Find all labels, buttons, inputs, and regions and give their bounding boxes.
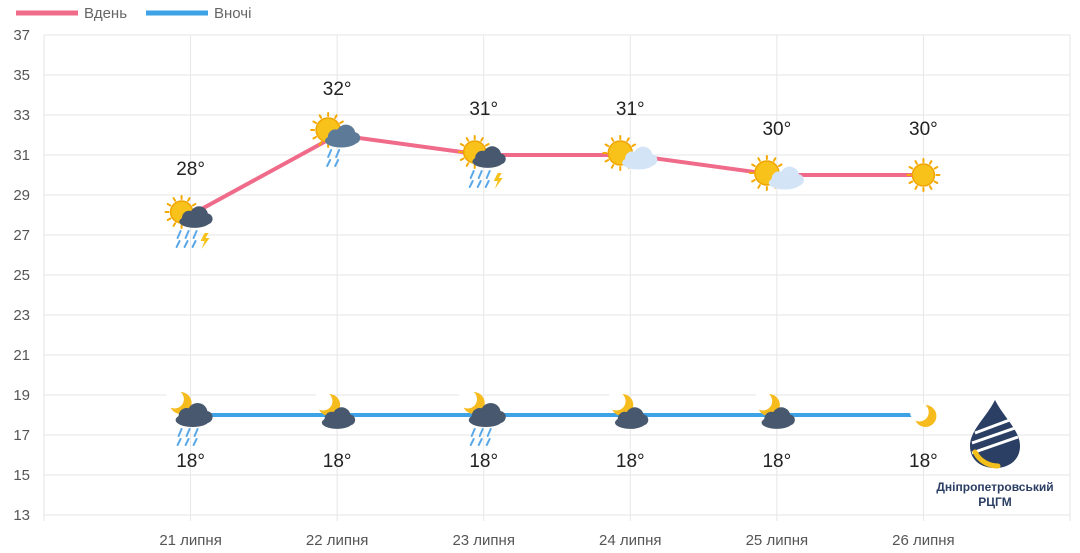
y-tick-label: 17 bbox=[13, 427, 30, 444]
data-label-day: 32° bbox=[323, 79, 352, 100]
y-tick-label: 31 bbox=[13, 147, 30, 164]
data-label-night: 18° bbox=[176, 451, 205, 472]
moon-cloud-rain-icon bbox=[458, 389, 506, 446]
sun-cloud-rain-thunder-icon bbox=[457, 135, 506, 189]
legend-label: Вдень bbox=[84, 5, 127, 22]
y-tick-label: 15 bbox=[13, 467, 30, 484]
y-tick-label: 37 bbox=[13, 27, 30, 44]
data-label-night: 18° bbox=[616, 451, 645, 472]
y-tick-label: 21 bbox=[13, 347, 30, 364]
data-label-night: 18° bbox=[762, 451, 791, 472]
y-tick-label: 35 bbox=[13, 67, 30, 84]
y-tick-label: 13 bbox=[13, 507, 30, 524]
series-layer: 28° 32° 31° 31° 30° 30° 18° 18° 18° 18° 18° 18° bbox=[164, 79, 941, 472]
sun-cloud-rain-icon bbox=[310, 112, 361, 167]
y-tick-label: 23 bbox=[13, 307, 30, 324]
x-tick-label: 24 липня bbox=[599, 532, 662, 549]
sun-icon bbox=[906, 158, 941, 192]
legend-item-day[interactable]: Вдень bbox=[16, 5, 127, 22]
x-tick-label: 21 липня bbox=[159, 532, 222, 549]
data-label-day: 31° bbox=[616, 99, 645, 120]
moon-cloud-icon bbox=[313, 391, 356, 429]
data-label-day: 30° bbox=[909, 119, 938, 140]
x-tick-label: 23 липня bbox=[452, 532, 515, 549]
legend-item-night[interactable]: Вночі bbox=[146, 5, 251, 22]
grid-lines bbox=[43, 34, 1071, 521]
data-label-day: 28° bbox=[176, 159, 205, 180]
sun-cloud-rain-thunder-icon bbox=[164, 195, 213, 249]
data-label-night: 18° bbox=[469, 451, 498, 472]
moon-icon bbox=[910, 402, 937, 427]
logo: Дніпропетровський РЦГМ bbox=[936, 400, 1054, 509]
data-label-night: 18° bbox=[323, 451, 352, 472]
moon-cloud-rain-icon bbox=[165, 389, 213, 446]
x-axis: 21 липня 22 липня 23 липня 24 липня 25 липня… bbox=[159, 532, 954, 549]
series-line-day bbox=[189, 133, 924, 217]
sun-cloud-icon bbox=[602, 135, 658, 171]
y-tick-label: 29 bbox=[13, 187, 30, 204]
legend-label: Вночі bbox=[214, 5, 251, 22]
data-label-day: 30° bbox=[762, 119, 791, 140]
y-tick-label: 27 bbox=[13, 227, 30, 244]
y-tick-label: 25 bbox=[13, 267, 30, 284]
logo-drop-icon bbox=[970, 400, 1020, 469]
logo-subname: РЦГМ bbox=[978, 495, 1012, 509]
moon-cloud-icon bbox=[753, 391, 795, 429]
logo-name: Дніпропетровський bbox=[936, 480, 1053, 494]
x-tick-label: 26 липня bbox=[892, 532, 955, 549]
moon-cloud-icon bbox=[606, 391, 649, 429]
legend: Вдень Вночі bbox=[16, 5, 251, 22]
sun-cloud-icon bbox=[748, 155, 804, 191]
y-tick-label: 19 bbox=[13, 387, 30, 404]
data-label-night: 18° bbox=[909, 451, 938, 472]
x-tick-label: 22 липня bbox=[306, 532, 369, 549]
y-axis: 13 15 17 19 21 23 25 27 29 31 33 35 37 bbox=[13, 27, 30, 524]
data-label-day: 31° bbox=[469, 99, 498, 120]
y-tick-label: 33 bbox=[13, 107, 30, 124]
x-tick-label: 25 липня bbox=[746, 532, 809, 549]
